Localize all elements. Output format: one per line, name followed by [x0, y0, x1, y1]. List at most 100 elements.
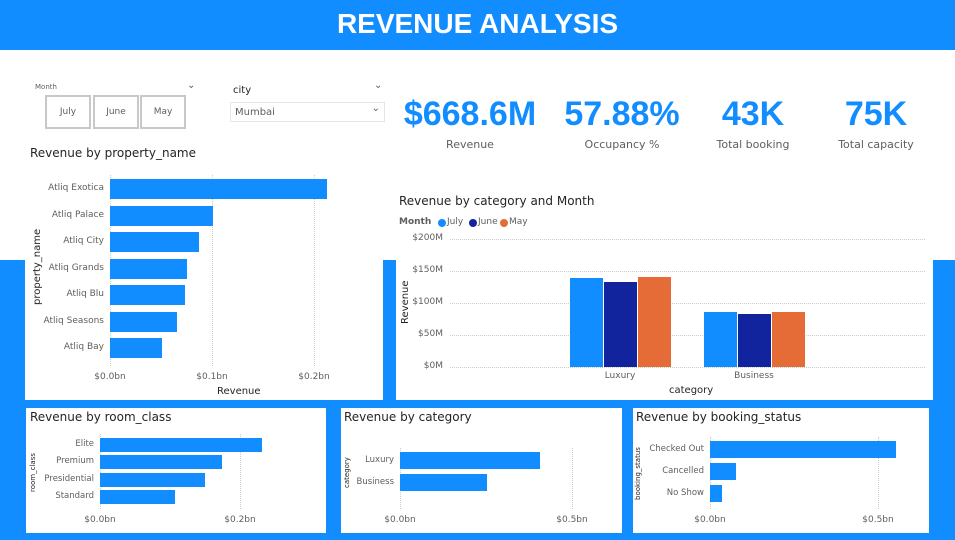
bar	[710, 463, 736, 480]
legend-label: May	[509, 217, 528, 227]
category-label: Business	[356, 476, 394, 487]
legend-marker-icon	[438, 219, 446, 227]
y-axis-title: booking_status	[634, 447, 642, 500]
kpi-capacity-label: Total capacity	[838, 138, 914, 151]
bar	[110, 179, 328, 199]
month-option-may[interactable]: May	[140, 95, 186, 129]
bar	[110, 232, 199, 252]
category-label: Premium	[56, 456, 94, 467]
legend-label: July	[447, 217, 464, 227]
x-tick-label: $0.5bn	[862, 515, 894, 525]
kpi-revenue-label: Revenue	[446, 138, 494, 151]
category-label: Atliq Bay	[63, 342, 104, 352]
x-tick-label: $0.0bn	[94, 372, 126, 382]
bar	[110, 338, 163, 358]
gridline	[240, 434, 241, 509]
bar	[710, 485, 723, 502]
x-axis-title: category	[669, 385, 714, 396]
chart-title: Revenue by room_class	[30, 410, 172, 424]
category-label: Atliq Palace	[51, 209, 104, 220]
category-label: Checked Out	[649, 443, 704, 454]
bar	[110, 285, 186, 305]
gridline	[572, 448, 573, 509]
kpi-revenue-value: $668.6M	[403, 95, 537, 133]
y-axis-title: category	[343, 457, 351, 488]
bar	[110, 311, 178, 332]
kpi-booking-label: Total booking	[716, 138, 790, 151]
bar	[100, 455, 222, 470]
category-label: Atliq Blu	[66, 289, 104, 299]
bar	[100, 438, 262, 452]
category-label: Atliq Grands	[48, 262, 104, 273]
y-axis-title: room_class	[29, 453, 37, 492]
chevron-down-icon[interactable]: ⌄	[374, 80, 383, 91]
bar	[110, 258, 187, 279]
gridline	[450, 271, 925, 272]
chevron-down-icon: ⌄	[371, 103, 380, 114]
category-label: Standard	[55, 490, 94, 501]
category-label: Elite	[75, 439, 94, 449]
bar	[400, 474, 488, 491]
category-label: Atliq City	[63, 236, 104, 246]
dashboard-title: REVENUE ANALYSIS	[0, 0, 955, 50]
x-tick-label: Luxury	[604, 371, 636, 381]
category-label: Atliq Seasons	[43, 315, 104, 326]
bar	[710, 441, 896, 458]
gridline	[100, 434, 101, 509]
bar	[400, 452, 540, 469]
category-label: Presidential	[44, 473, 94, 484]
x-tick-label: $0.1bn	[196, 372, 228, 382]
kpi-capacity-value: 75K	[844, 95, 908, 133]
x-tick-label: $0.2bn	[298, 372, 330, 382]
chart-title: Revenue by booking_status	[636, 410, 802, 424]
category-chart-panel	[341, 408, 622, 533]
category-label: Luxury	[365, 454, 394, 465]
city-selected: Mumbai	[235, 107, 275, 118]
booking-status-chart-panel	[633, 408, 929, 533]
bar	[100, 472, 205, 487]
gridline	[878, 437, 879, 509]
y-axis-title: property_name	[32, 228, 43, 305]
y-tick-label: $50M	[418, 329, 443, 339]
month-option-july[interactable]: July	[45, 95, 91, 129]
legend-marker-icon	[469, 219, 477, 227]
gridline	[450, 303, 925, 304]
y-tick-label: $100M	[412, 297, 443, 307]
gridline	[314, 175, 315, 366]
legend-label: June	[478, 217, 498, 227]
column-bar	[638, 277, 671, 367]
column-bar	[772, 311, 805, 367]
column-bar	[604, 281, 637, 367]
category-label: No Show	[666, 487, 704, 498]
month-slicer-label: Month	[35, 83, 57, 91]
kpi-booking-value: 43K	[721, 95, 785, 133]
month-option-june[interactable]: June	[93, 95, 139, 129]
city-dropdown[interactable]: Mumbai ⌄	[230, 102, 385, 122]
gridline	[450, 239, 925, 240]
category-label: Cancelled	[662, 465, 704, 476]
room-class-chart-panel	[26, 408, 326, 533]
chevron-down-icon[interactable]: ⌄	[187, 80, 196, 91]
x-tick-label: $0.0bn	[694, 515, 726, 525]
kpi-occupancy-label: Occupancy %	[584, 138, 660, 151]
y-tick-label: $150M	[412, 265, 443, 275]
kpi-occupancy-value: 57.88%	[564, 95, 680, 133]
gridline	[212, 175, 213, 366]
x-axis-title: Revenue	[217, 386, 261, 397]
legend-title: Month	[399, 217, 432, 227]
y-tick-label: $0M	[423, 361, 443, 371]
city-slicer-label: city	[233, 85, 252, 96]
chart-title: Revenue by category	[344, 410, 472, 424]
gridline	[450, 335, 925, 336]
y-axis-title: Revenue	[400, 280, 411, 324]
gridline	[450, 367, 925, 368]
legend-marker-icon	[500, 219, 508, 227]
x-tick-label: $0.2bn	[224, 515, 256, 525]
x-tick-label: Business	[734, 371, 774, 381]
x-tick-label: $0.0bn	[84, 515, 116, 525]
x-tick-label: $0.0bn	[384, 515, 416, 525]
x-tick-label: $0.5bn	[556, 515, 588, 525]
chart-title: Revenue by category and Month	[399, 194, 595, 208]
bar	[100, 489, 175, 504]
column-bar	[738, 313, 771, 367]
